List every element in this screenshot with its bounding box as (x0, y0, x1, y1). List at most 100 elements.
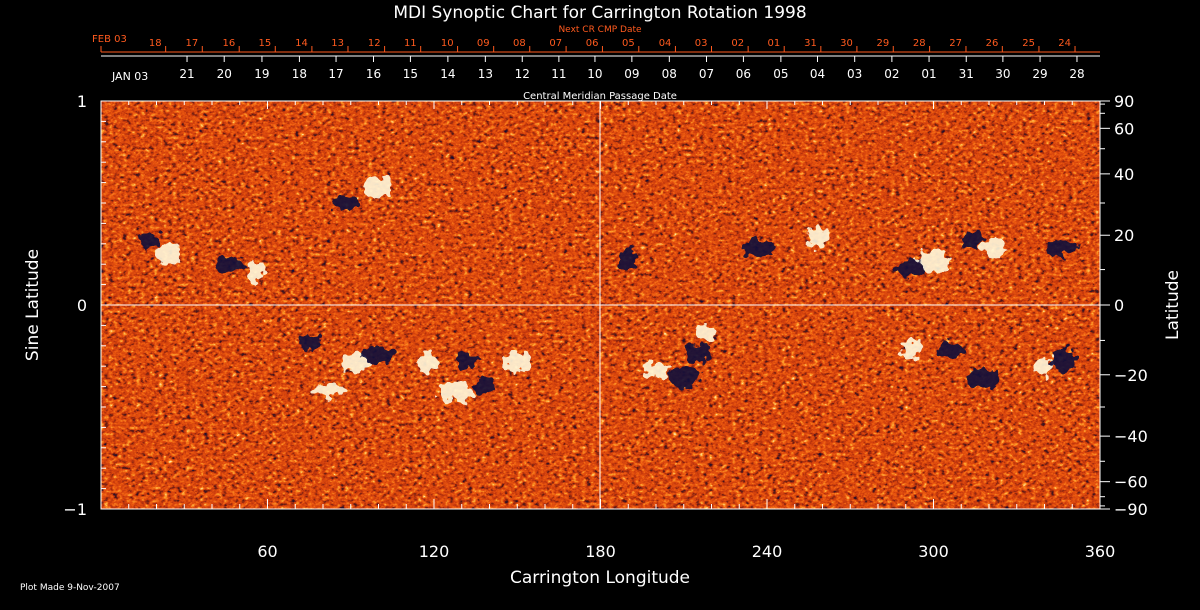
negative-polarity-region (618, 249, 639, 272)
next-cr-date-label: 09 (477, 38, 490, 49)
x-tick-label: 240 (752, 542, 783, 561)
cmp-date-label: 10 (587, 67, 602, 81)
x-tick-label: 60 (257, 542, 277, 561)
positive-polarity-region (312, 382, 345, 399)
cmp-date-label: 11 (551, 67, 566, 81)
positive-polarity-region (901, 338, 922, 361)
negative-polarity-region (140, 231, 161, 248)
negative-polarity-region (473, 378, 494, 395)
next-cr-date-label: 13 (331, 38, 344, 49)
next-cr-date-label: 14 (295, 38, 308, 49)
negative-polarity-region (967, 367, 1000, 390)
cmp-date-label: 01 (921, 67, 936, 81)
positive-polarity-region (1034, 358, 1055, 375)
latitude-tick-label: 40 (1114, 165, 1134, 184)
next-cr-date-label: 12 (368, 38, 381, 49)
cmp-date-label: 30 (995, 67, 1010, 81)
next-cr-date-label: 08 (513, 38, 526, 49)
positive-polarity-region (695, 325, 716, 342)
negative-polarity-region (332, 195, 359, 211)
next-cr-date-label: 18 (149, 38, 162, 49)
positive-polarity-region (154, 243, 181, 265)
next-cr-date-label: 06 (586, 38, 599, 49)
cmp-date-label: 15 (403, 67, 418, 81)
negative-polarity-region (362, 345, 395, 362)
positive-polarity-region (917, 249, 950, 272)
next-cr-date-label: 03 (695, 38, 708, 49)
chart-title: MDI Synoptic Chart for Carrington Rotati… (393, 3, 806, 23)
next-cr-date-label: 31 (804, 38, 817, 49)
negative-polarity-region (937, 341, 964, 358)
cmp-date-label: 18 (292, 67, 307, 81)
positive-polarity-region (504, 351, 531, 374)
positive-polarity-region (806, 226, 827, 249)
cmp-date-label: 06 (736, 67, 751, 81)
cmp-date-label: 20 (217, 67, 232, 81)
cmp-date-label: 21 (179, 67, 194, 81)
cmp-date-label: 29 (1032, 67, 1047, 81)
latitude-tick-label: 90 (1114, 92, 1134, 111)
latitude-tick-label: −20 (1114, 366, 1148, 385)
cmp-date-label: 19 (254, 67, 269, 81)
latitude-tick-label: −60 (1114, 473, 1148, 492)
cmp-axis-title: Central Meridian Passage Date (523, 91, 677, 102)
plot-made-label: Plot Made 9-Nov-2007 (20, 583, 120, 593)
y-axis-title: Sine Latitude (23, 249, 43, 361)
positive-polarity-region (246, 261, 267, 284)
x-tick-label: 300 (918, 542, 949, 561)
cmp-date-label: 02 (884, 67, 899, 81)
cmp-date-label: 07 (699, 67, 714, 81)
negative-polarity-region (1045, 239, 1078, 256)
cmp-date-label: 31 (959, 67, 974, 81)
latitude-tick-label: −40 (1114, 427, 1148, 446)
negative-polarity-region (667, 367, 700, 390)
negative-polarity-region (299, 333, 320, 350)
negative-polarity-region (898, 260, 925, 277)
next-cr-date-label: 16 (222, 38, 235, 49)
next-cr-date-label: 10 (441, 38, 454, 49)
x-tick-label: 180 (585, 542, 616, 561)
cmp-date-label: 17 (328, 67, 343, 81)
positive-polarity-region (440, 379, 473, 402)
next-cr-date-label: 11 (404, 38, 417, 49)
negative-polarity-region (454, 352, 481, 369)
positive-polarity-region (418, 351, 439, 374)
cmp-date-label: 04 (810, 67, 825, 81)
latitude-tick-label: −90 (1114, 500, 1148, 519)
y-tick-label: 1 (77, 92, 87, 111)
next-cr-date-label: 05 (622, 38, 635, 49)
latitude-tick-label: 0 (1114, 296, 1124, 315)
negative-polarity-region (962, 231, 983, 248)
next-cr-date-label: 27 (949, 38, 962, 49)
latitude-tick-label: 60 (1114, 119, 1134, 138)
negative-polarity-region (1050, 349, 1077, 372)
latitude-tick-label: 20 (1114, 226, 1134, 245)
cmp-date-label: 05 (773, 67, 788, 81)
cmp-date-label: 28 (1069, 67, 1084, 81)
y-tick-label: −1 (63, 500, 87, 519)
x-tick-label: 120 (419, 542, 450, 561)
negative-polarity-region (215, 256, 248, 273)
next-cr-date-label: 15 (259, 38, 272, 49)
cmp-date-label: 03 (847, 67, 862, 81)
next-cr-date-label: 25 (1022, 38, 1035, 49)
cmp-first-date: JAN 03 (111, 70, 148, 83)
x-axis-title: Carrington Longitude (510, 568, 690, 588)
positive-polarity-region (981, 236, 1008, 259)
negative-polarity-region (684, 342, 711, 365)
plot-area (100, 100, 1101, 510)
next-cr-date-label: 24 (1058, 38, 1071, 49)
next-cr-date-label: 07 (549, 38, 562, 49)
next-cr-date-label: 26 (986, 38, 999, 49)
next-cr-date-label: 17 (186, 38, 199, 49)
next-cr-date-label: 01 (767, 38, 780, 49)
positive-polarity-region (343, 351, 370, 374)
positive-polarity-region (643, 362, 669, 379)
cmp-date-label: 16 (366, 67, 381, 81)
next-cr-date-label: 29 (877, 38, 890, 49)
next-cr-first-date: FEB 03 (92, 34, 127, 45)
next-cr-axis-title: Next CR CMP Date (558, 25, 642, 35)
y-tick-label: 0 (77, 296, 87, 315)
next-cr-date-label: 30 (840, 38, 853, 49)
